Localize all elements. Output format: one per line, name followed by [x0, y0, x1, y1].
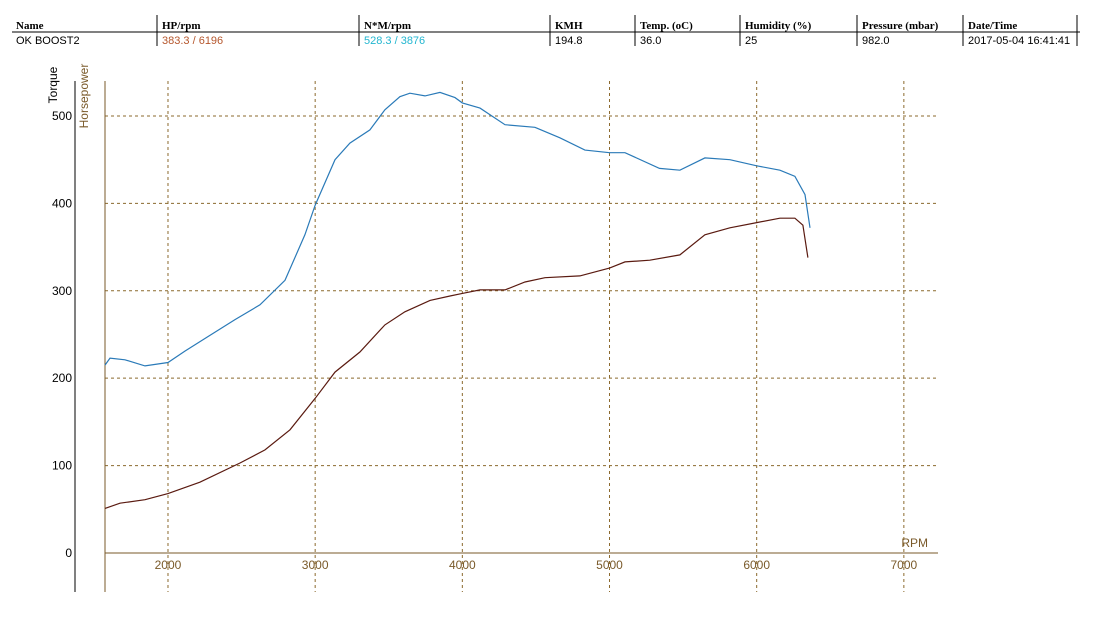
column-header: Pressure (mbar): [862, 20, 939, 32]
column-header: Humidity (%): [745, 20, 812, 32]
column-header: N*M/rpm: [364, 20, 411, 32]
cell: 194.8: [555, 35, 583, 47]
y-tick-label: 0: [65, 546, 72, 560]
x-axis-label: RPM: [901, 536, 928, 550]
y-tick-label: 200: [52, 371, 72, 385]
column-header: Temp. (oC): [640, 20, 693, 32]
y-tick-label: 500: [52, 109, 72, 123]
column-header: HP/rpm: [162, 20, 201, 32]
curve: [104, 217, 809, 509]
chart: Torque Horsepower RPM 0 100 200 300 400 500 20…: [46, 64, 938, 592]
cell: OK BOOST2: [16, 35, 80, 47]
header-table: Name HP/rpm N*M/rpm KMH Temp. (oC) Humidity (…: [16, 15, 1078, 47]
y-tick-label: 400: [52, 196, 72, 210]
cell: 982.0: [862, 35, 890, 47]
cell: 36.0: [640, 35, 661, 47]
column-header: Name: [16, 20, 44, 32]
y2-axis-label: Horsepower: [77, 64, 91, 129]
y-axis-label: Torque: [46, 66, 60, 103]
x-tick-label: 4000: [449, 558, 476, 572]
x-tick-label: 5000: [596, 558, 623, 572]
x-tick-label: 3000: [302, 558, 329, 572]
cell: 528.3 / 3876: [364, 35, 425, 47]
y-tick-label: 300: [52, 284, 72, 298]
column-header: Date/Time: [968, 20, 1017, 32]
cell: 2017-05-04 16:41:41: [968, 35, 1070, 47]
column-header: KMH: [555, 20, 583, 32]
y-tick-label: 100: [52, 459, 72, 473]
x-tick-label: 7000: [891, 558, 918, 572]
x-tick-label: 2000: [155, 558, 182, 572]
cell: 383.3 / 6196: [162, 35, 223, 47]
curve: [104, 91, 811, 367]
cell: 25: [745, 35, 757, 47]
x-tick-label: 6000: [743, 558, 770, 572]
